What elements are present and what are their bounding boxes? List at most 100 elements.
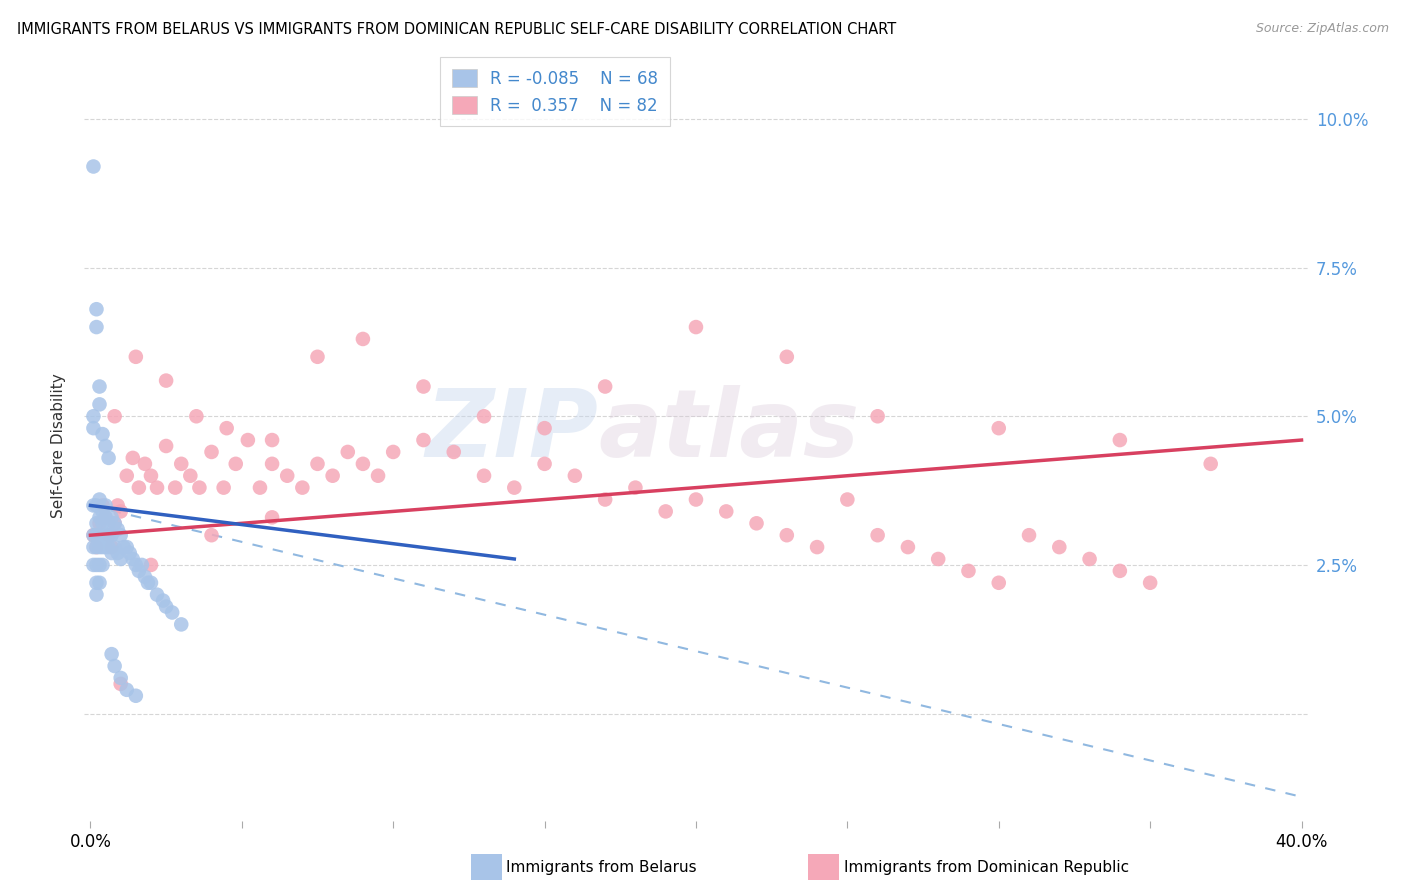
Point [121,552,143,566]
Point [107,522,129,536]
Point [307,457,329,471]
Point [86,540,108,554]
Point [188,481,211,495]
Point [1199,457,1222,471]
Point [121,450,143,465]
Point [236,433,259,447]
Point [97,450,120,465]
Point [139,558,162,572]
Point [776,528,799,542]
Point [89,492,111,507]
Point [472,409,495,424]
Point [776,350,799,364]
Point [1108,433,1130,447]
Point [134,457,156,471]
Point [86,516,108,531]
Point [89,558,111,572]
Point [131,558,153,572]
Point [115,682,138,697]
Point [82,421,104,435]
Point [125,558,148,572]
Point [110,552,132,566]
Point [200,528,222,542]
Point [89,516,111,531]
Point [806,540,828,554]
Point [170,617,193,632]
Point [291,481,314,495]
Point [654,504,676,518]
Point [152,593,174,607]
Point [97,528,120,542]
Point [215,421,238,435]
Point [82,528,104,542]
Point [91,558,114,572]
Text: Immigrants from Belarus: Immigrants from Belarus [506,860,697,874]
Point [104,516,127,531]
Point [533,421,555,435]
Text: Immigrants from Dominican Republic: Immigrants from Dominican Republic [844,860,1129,874]
Point [89,510,111,524]
Legend: R = -0.085    N = 68, R =  0.357    N = 82: R = -0.085 N = 68, R = 0.357 N = 82 [440,57,671,126]
Point [125,350,148,364]
Point [89,540,111,554]
Point [112,540,135,554]
Point [146,588,169,602]
Point [276,468,298,483]
Point [897,540,920,554]
Point [382,445,405,459]
Point [91,504,114,518]
Point [94,528,117,542]
Point [128,564,150,578]
Point [91,516,114,531]
Point [367,468,389,483]
Point [443,445,465,459]
Point [97,540,120,554]
Text: IMMIGRANTS FROM BELARUS VS IMMIGRANTS FROM DOMINICAN REPUBLIC SELF-CARE DISABILI: IMMIGRANTS FROM BELARUS VS IMMIGRANTS FR… [17,22,896,37]
Point [94,510,117,524]
Point [110,677,132,691]
Point [86,540,108,554]
Point [212,481,235,495]
Point [94,499,117,513]
Point [927,552,949,566]
Text: Source: ZipAtlas.com: Source: ZipAtlas.com [1256,22,1389,36]
Point [86,528,108,542]
Point [412,433,434,447]
Point [307,350,329,364]
Point [82,409,104,424]
Text: atlas: atlas [598,385,859,477]
Point [115,468,138,483]
Point [136,575,159,590]
Point [86,302,108,317]
Point [86,588,108,602]
Point [745,516,768,531]
Point [94,510,117,524]
Point [86,575,108,590]
Text: ZIP: ZIP [425,385,598,477]
Point [97,516,120,531]
Point [155,599,177,614]
Point [987,421,1010,435]
Point [86,320,108,334]
Point [125,689,148,703]
Point [100,510,122,524]
Point [957,564,980,578]
Point [107,499,129,513]
Point [866,409,889,424]
Point [89,379,111,393]
Point [100,647,122,661]
Point [82,499,104,513]
Point [104,540,127,554]
Point [165,481,187,495]
Point [110,528,132,542]
Point [262,433,284,447]
Point [200,445,222,459]
Point [82,558,104,572]
Point [225,457,247,471]
Point [104,659,127,673]
Point [322,468,344,483]
Point [336,445,359,459]
Point [115,540,138,554]
Point [564,468,586,483]
Point [262,510,284,524]
